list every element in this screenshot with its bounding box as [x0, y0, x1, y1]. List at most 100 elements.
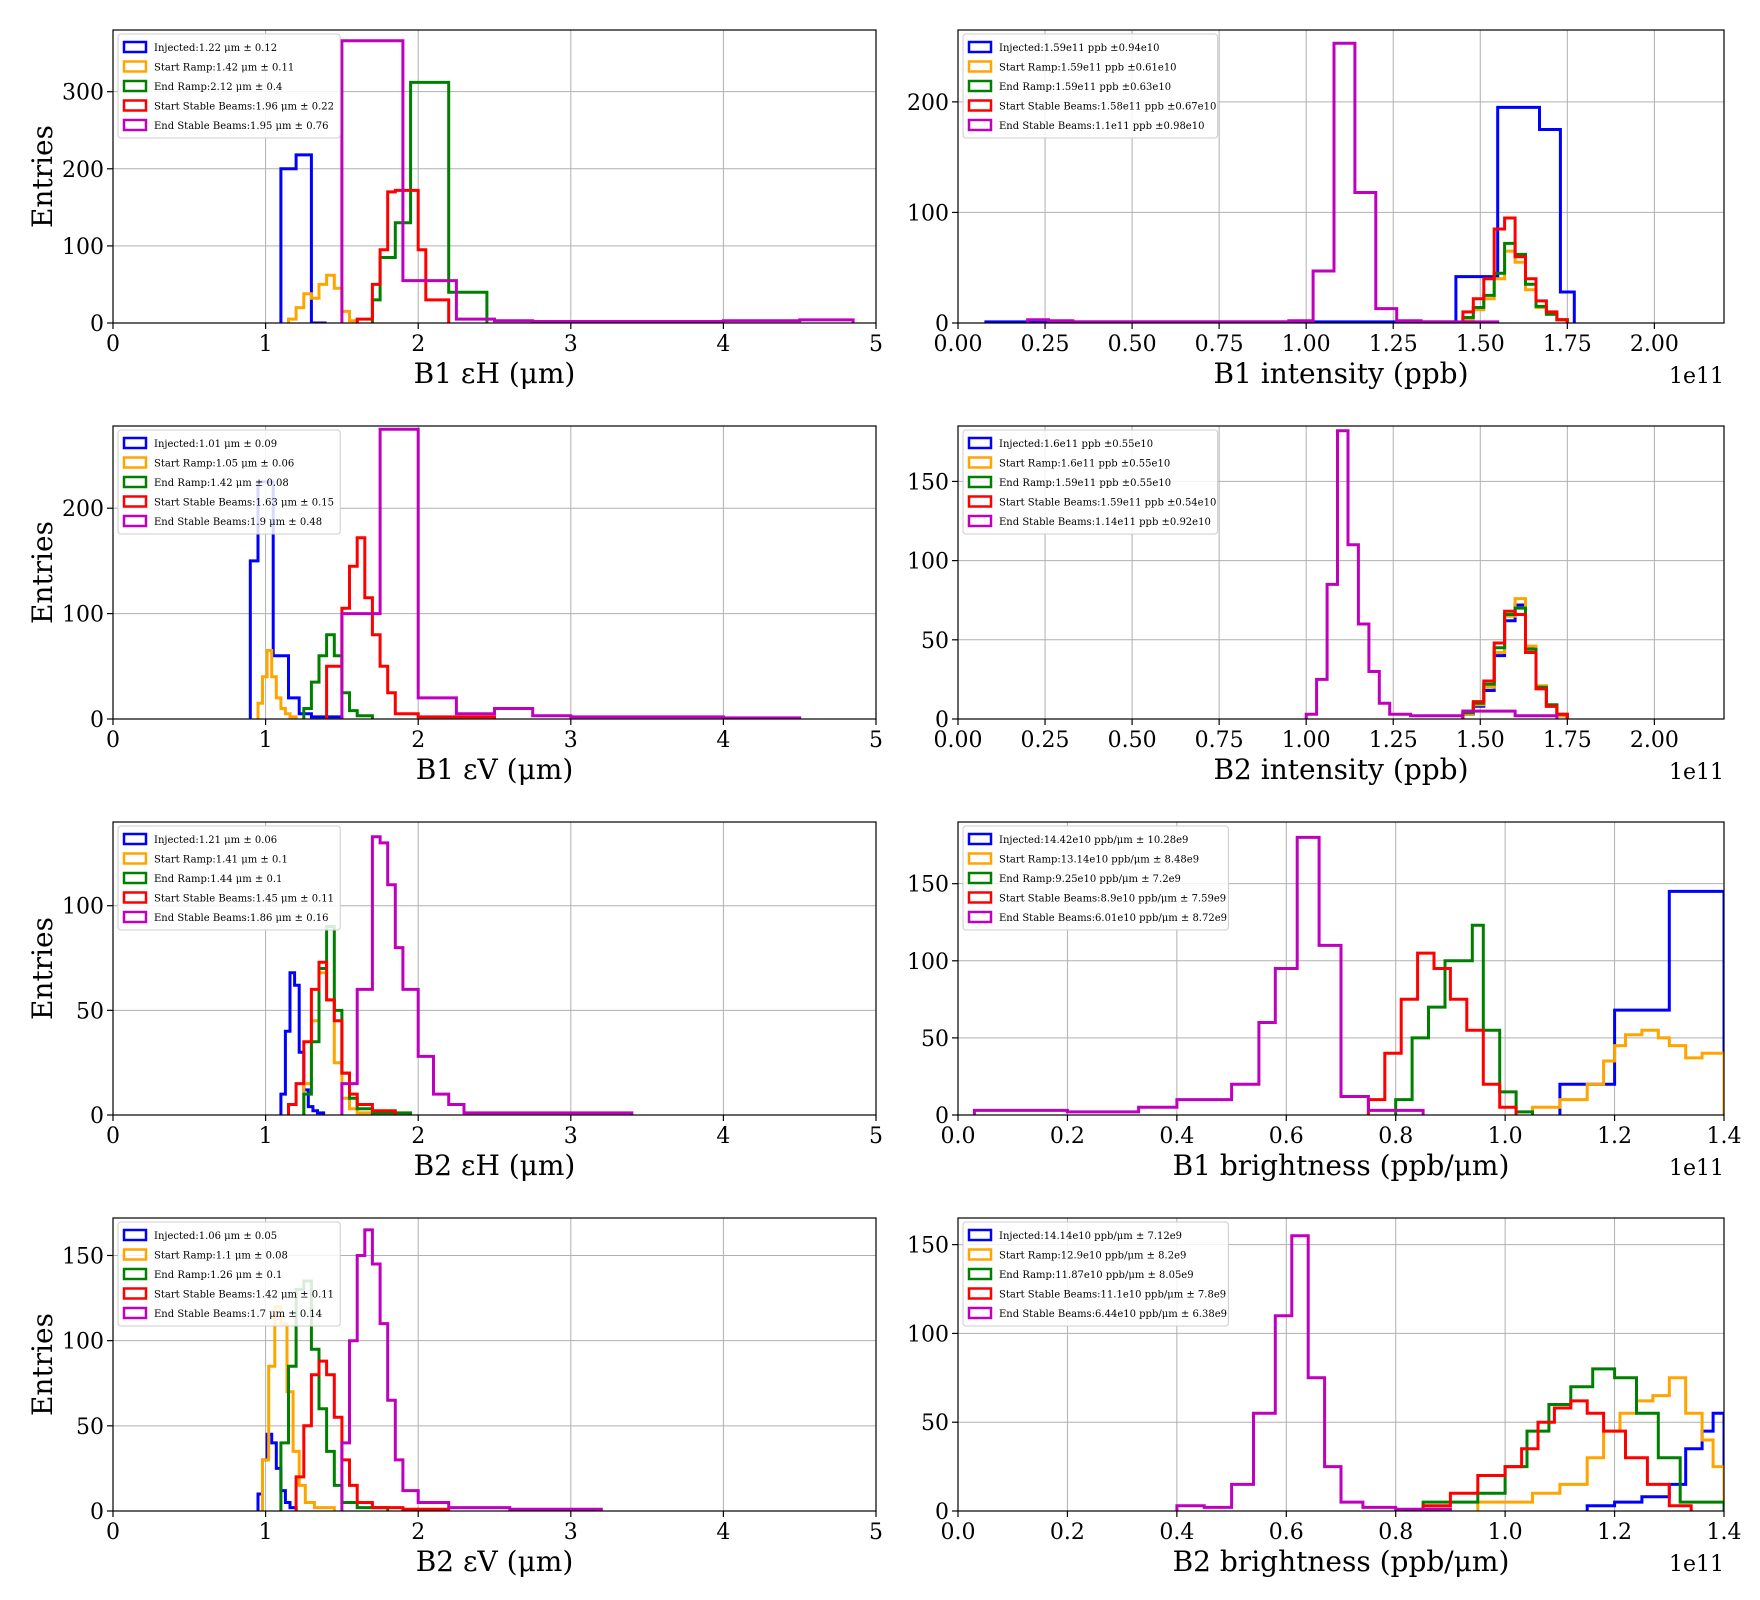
- legend-label: Start Stable Beams:1.96 μm ± 0.22: [154, 102, 334, 113]
- x-tick-label: 1.0: [1488, 1520, 1523, 1545]
- y-tick-label: 150: [907, 1234, 949, 1259]
- x-tick-label: 1.25: [1369, 728, 1418, 753]
- x-tick-label: 1.0: [1488, 1124, 1523, 1149]
- histograms: [279, 39, 855, 323]
- x-tick-label: 0: [106, 1520, 120, 1545]
- legend-label: Start Ramp:12.9e10 ppb/μm ± 8.2e9: [999, 1251, 1186, 1262]
- x-tick-label: 0.6: [1269, 1124, 1304, 1149]
- legend-swatch-start_ramp: [122, 456, 148, 469]
- legend-label: End Ramp:11.87e10 ppb/μm ± 8.05e9: [999, 1270, 1194, 1281]
- legend-swatch-injected: [967, 436, 993, 450]
- histograms: [972, 835, 1724, 1115]
- legend-swatch-end_stable: [967, 1306, 993, 1320]
- x-tick-label: 0.2: [1050, 1520, 1085, 1545]
- x-tick-label: 3: [564, 1520, 578, 1545]
- chart-panel: 0.00 0.25 0.50 0.75 1.00 1.25 1.50 1.75 2.00 0 100…: [907, 29, 1725, 390]
- x-tick-label: 4: [716, 1124, 730, 1149]
- series-end_stable: [972, 835, 1425, 1115]
- legend-swatch-end_stable: [122, 910, 148, 924]
- legend: Injected:1.22 μm ± 0.12 Start Ramp:1.42 μ…: [117, 33, 341, 139]
- legend-label: End Ramp:1.42 μm ± 0.08: [154, 478, 289, 489]
- legend-swatch-end_ramp: [122, 79, 148, 93]
- series-end_stable: [1175, 1234, 1452, 1511]
- y-tick-label: 50: [76, 1415, 104, 1440]
- series-start_ramp: [1476, 1376, 1724, 1511]
- legend-label: Start Ramp:1.41 μm ± 0.1: [154, 855, 288, 866]
- legend: Injected:14.42e10 ppb/μm ± 10.28e9 Start …: [962, 825, 1229, 931]
- y-tick-label: 0: [935, 1500, 949, 1525]
- legend-swatch-start_ramp: [122, 852, 148, 865]
- x-offset-label: 1e11: [1669, 364, 1724, 389]
- legend: Injected:1.59e11 ppb ±0.94e10 Start Ramp:…: [962, 33, 1219, 139]
- legend-swatch-end_ramp: [967, 475, 993, 489]
- x-tick-label: 1.25: [1369, 332, 1418, 357]
- x-tick-label: 1.50: [1456, 332, 1505, 357]
- chart-panel: 0 1 2 3 4 5 0 100 200 B1 εV (μm) Entries Injected:1…: [26, 425, 883, 786]
- legend-swatch-end_ramp: [967, 1267, 993, 1281]
- legend-frame: [962, 825, 1229, 931]
- series-injected: [279, 971, 326, 1115]
- legend-swatch-start_ramp: [967, 456, 993, 469]
- x-tick-label: 0.25: [1021, 728, 1070, 753]
- x-tick-label: 3: [564, 1124, 578, 1149]
- series-start_stable: [287, 960, 397, 1115]
- axes-frame: [957, 1217, 1725, 1512]
- legend-swatch-start_stable: [967, 891, 993, 904]
- legend-label: End Stable Beams:6.01e10 ppb/μm ± 8.72e9: [999, 913, 1227, 924]
- legend-label: Injected:1.59e11 ppb ±0.94e10: [999, 43, 1159, 54]
- x-tick-label: 0: [106, 728, 120, 753]
- series-start_stable: [1461, 216, 1569, 323]
- legend-label: End Stable Beams:1.9 μm ± 0.48: [154, 517, 322, 528]
- legend-label: Start Stable Beams:11.1e10 ppb/μm ± 7.8e…: [999, 1290, 1226, 1301]
- legend-label: End Stable Beams:1.95 μm ± 0.76: [154, 121, 329, 132]
- legend-label: End Ramp:1.44 μm ± 0.1: [154, 874, 282, 885]
- series-start_stable: [1421, 1399, 1693, 1511]
- histograms: [248, 427, 802, 719]
- y-axis-label: Entries: [26, 125, 59, 228]
- x-offset-label: 1e11: [1669, 1552, 1724, 1577]
- series-end_ramp: [1394, 923, 1534, 1115]
- y-axis-label: Entries: [26, 521, 59, 624]
- series-end_stable: [340, 1228, 603, 1511]
- x-tick-label: 2: [411, 1520, 425, 1545]
- x-tick-label: 0.75: [1195, 332, 1244, 357]
- legend-swatch-injected: [967, 832, 993, 846]
- x-offset-label: 1e11: [1669, 1156, 1724, 1181]
- axes-frame: [957, 821, 1725, 1116]
- x-tick-label: 1.50: [1456, 728, 1505, 753]
- legend-label: Start Stable Beams:1.58e11 ppb ±0.67e10: [999, 102, 1216, 113]
- y-tick-label: 0: [935, 1104, 949, 1129]
- series-start_ramp: [1531, 1028, 1724, 1115]
- legend-label: Injected:1.22 μm ± 0.12: [154, 43, 277, 54]
- x-tick-label: 4: [716, 332, 730, 357]
- legend-swatch-injected: [967, 40, 993, 54]
- series-start_ramp: [287, 273, 359, 323]
- series-injected: [279, 153, 327, 323]
- chart-panel: 0.00 0.25 0.50 0.75 1.00 1.25 1.50 1.75 2.00 0 50 1…: [907, 425, 1725, 786]
- legend-label: Injected:14.14e10 ppb/μm ± 7.12e9: [999, 1231, 1182, 1242]
- chart-panel: 0.0 0.2 0.4 0.6 0.8 1.0 1.2 1.4 0 50 100 150 1e11 B2 …: [907, 1217, 1742, 1578]
- y-tick-label: 50: [76, 999, 104, 1024]
- legend-swatch-start_stable: [122, 99, 148, 112]
- y-tick-label: 100: [62, 895, 104, 920]
- x-tick-label: 1.2: [1597, 1124, 1632, 1149]
- legend-swatch-end_stable: [122, 514, 148, 528]
- legend-label: Start Ramp:1.59e11 ppb ±0.61e10: [999, 63, 1177, 74]
- y-tick-label: 200: [62, 158, 104, 183]
- legend-swatch-start_stable: [122, 1287, 148, 1300]
- x-axis-label: B2 εH (μm): [414, 1149, 576, 1182]
- x-tick-label: 5: [869, 1124, 883, 1149]
- series-injected: [984, 105, 1576, 323]
- legend-label: Start Stable Beams:1.59e11 ppb ±0.54e10: [999, 498, 1216, 509]
- legend-label: Injected:14.42e10 ppb/μm ± 10.28e9: [999, 835, 1188, 846]
- legend-frame: [962, 429, 1219, 535]
- legend-swatch-injected: [967, 1228, 993, 1242]
- legend-swatch-end_stable: [122, 118, 148, 132]
- y-tick-label: 100: [907, 1322, 949, 1347]
- legend-frame: [962, 33, 1219, 139]
- legend-label: End Ramp:1.26 μm ± 0.1: [154, 1270, 282, 1281]
- legend-label: End Stable Beams:1.7 μm ± 0.14: [154, 1309, 322, 1320]
